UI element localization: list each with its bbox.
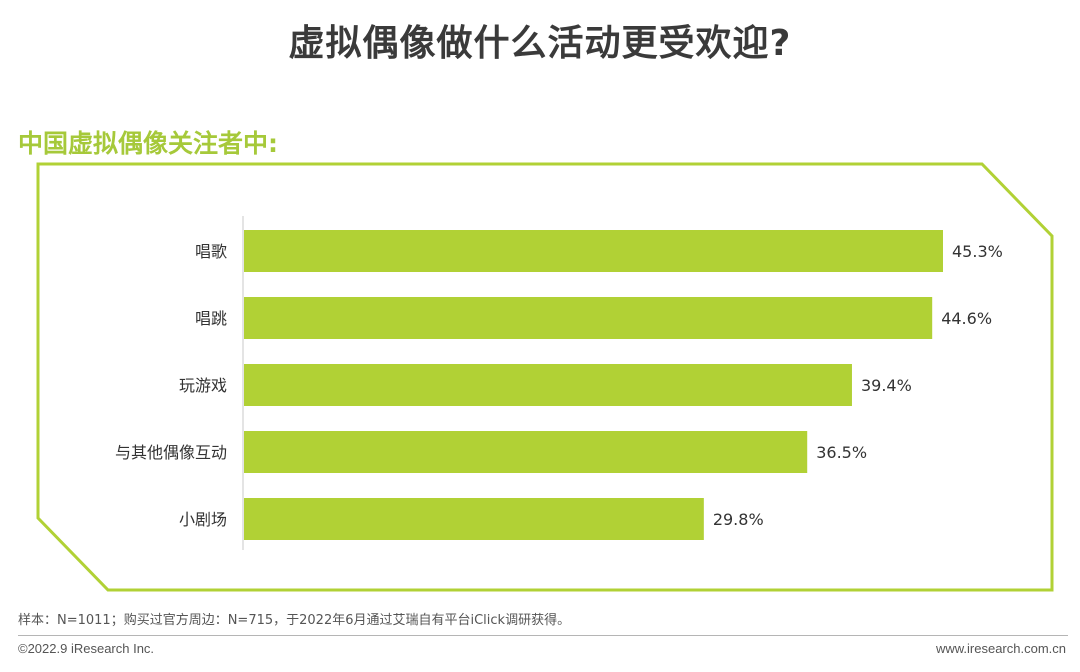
bar-4 [244, 498, 704, 540]
website-link[interactable]: www.iresearch.com.cn [935, 641, 1066, 656]
bar-0 [244, 230, 943, 272]
copyright: ©2022.9 iResearch Inc. [18, 641, 155, 656]
chart-subtitle: 中国虚拟偶像关注者中: [18, 129, 278, 158]
bar-3 [244, 431, 808, 473]
value-label: 29.8% [713, 510, 764, 529]
sample-note: 样本：N=1011；购买过官方周边：N=715，于2022年6月通过艾瑞自有平台… [18, 613, 571, 628]
bar-1 [244, 297, 933, 339]
value-label: 39.4% [861, 376, 912, 395]
category-label: 小剧场 [179, 510, 227, 529]
category-label: 与其他偶像互动 [115, 443, 227, 462]
category-label: 唱歌 [195, 242, 227, 261]
bar-2 [244, 364, 852, 406]
category-label: 唱跳 [195, 309, 227, 328]
value-label: 45.3% [952, 242, 1003, 261]
footer-divider [18, 635, 1068, 636]
category-label: 玩游戏 [179, 376, 227, 395]
page-title: 虚拟偶像做什么活动更受欢迎? [288, 23, 792, 64]
value-label: 36.5% [816, 443, 867, 462]
value-label: 44.6% [941, 309, 992, 328]
